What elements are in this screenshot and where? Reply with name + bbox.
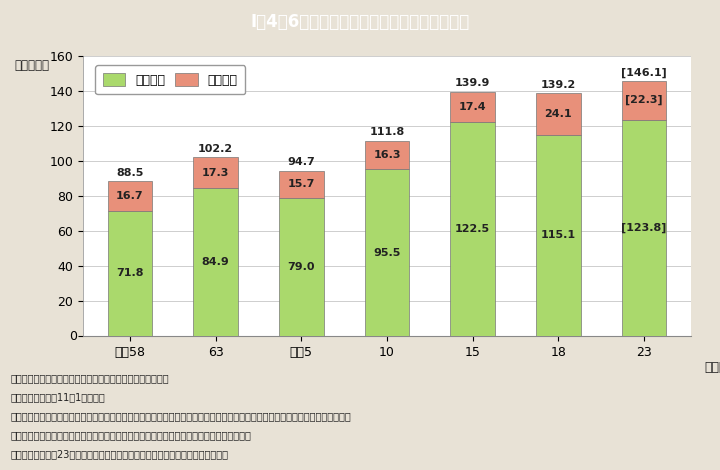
Text: 139.2: 139.2 (541, 79, 576, 90)
Text: 24.1: 24.1 (544, 109, 572, 119)
Text: I－4－6図　母子世帯数及び父子世帯数の推移: I－4－6図 母子世帯数及び父子世帯数の推移 (251, 13, 469, 31)
Legend: 母子世帯, 父子世帯: 母子世帯, 父子世帯 (95, 65, 245, 94)
Text: 102.2: 102.2 (198, 144, 233, 154)
Text: [146.1]: [146.1] (621, 67, 667, 78)
Bar (279, 171, 323, 198)
Text: 0: 0 (69, 329, 77, 343)
Text: 95.5: 95.5 (373, 248, 401, 258)
Text: 16.7: 16.7 (116, 191, 144, 201)
Text: によって養育されている世帯。母子又は父子以外の同居者がいる世帯を含む。: によって養育されている世帯。母子又は父子以外の同居者がいる世帯を含む。 (11, 430, 252, 440)
Text: ３．母子（父子）世帯は，父（又は母）のいない児童（満２０歳未満の子供であって，未婚のもの）がその母（又は父）: ３．母子（父子）世帯は，父（又は母）のいない児童（満２０歳未満の子供であって，未… (11, 411, 351, 421)
Bar (536, 93, 580, 135)
Bar (451, 122, 495, 336)
Text: （万世帯）: （万世帯） (14, 59, 50, 72)
Text: 16.3: 16.3 (373, 150, 401, 160)
Text: 111.8: 111.8 (369, 127, 405, 138)
Text: 139.9: 139.9 (455, 78, 490, 88)
Text: 17.3: 17.3 (202, 167, 229, 178)
Text: 17.4: 17.4 (459, 102, 487, 112)
Bar (108, 181, 152, 211)
Bar (536, 135, 580, 336)
Text: 84.9: 84.9 (202, 257, 230, 267)
Text: [123.8]: [123.8] (621, 223, 667, 233)
Bar (622, 120, 666, 336)
Text: [22.3]: [22.3] (625, 95, 663, 105)
Bar (622, 81, 666, 120)
Bar (365, 169, 409, 336)
Text: 79.0: 79.0 (287, 262, 315, 272)
Bar (365, 141, 409, 169)
Text: ４．平成23年値（【　】表示）は，岩手県，宮城県及び福峳県を除く。: ４．平成23年値（【 】表示）は，岩手県，宮城県及び福峳県を除く。 (11, 449, 229, 459)
Text: 71.8: 71.8 (116, 268, 144, 278)
Text: 94.7: 94.7 (287, 157, 315, 167)
Bar (279, 198, 323, 336)
Text: 122.5: 122.5 (455, 224, 490, 234)
Text: （備考）１．厚生労働省「全国母子世帯等調査」より作成。: （備考）１．厚生労働省「全国母子世帯等調査」より作成。 (11, 374, 169, 384)
Bar (194, 157, 238, 188)
Bar (451, 92, 495, 122)
Text: 88.5: 88.5 (116, 168, 143, 178)
Text: ２．各年11月1日現在。: ２．各年11月1日現在。 (11, 392, 106, 402)
Bar (108, 211, 152, 336)
Text: 115.1: 115.1 (541, 230, 576, 241)
Text: （年）: （年） (704, 360, 720, 374)
Bar (194, 188, 238, 336)
Text: 15.7: 15.7 (287, 179, 315, 189)
